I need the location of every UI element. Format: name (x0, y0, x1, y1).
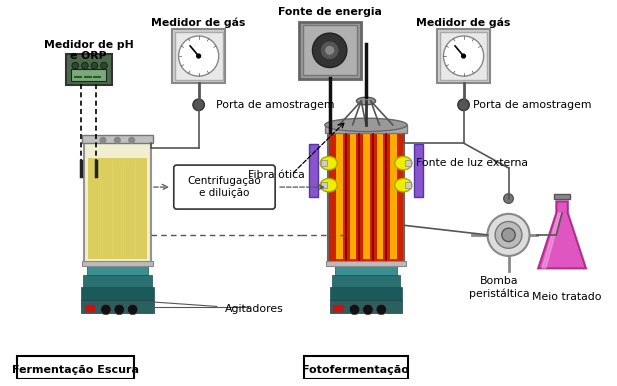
Circle shape (193, 99, 204, 110)
Circle shape (101, 62, 107, 69)
FancyBboxPatch shape (174, 165, 275, 209)
Circle shape (487, 214, 529, 256)
FancyBboxPatch shape (82, 261, 153, 266)
Circle shape (503, 194, 513, 203)
Text: Medidor de pH
e ORP: Medidor de pH e ORP (44, 39, 133, 61)
FancyBboxPatch shape (83, 275, 152, 288)
Circle shape (127, 304, 138, 315)
Circle shape (458, 99, 470, 110)
Text: Meio tratado: Meio tratado (532, 292, 602, 302)
Bar (85, 305, 94, 312)
Circle shape (197, 54, 201, 58)
Text: Fermentação Escura: Fermentação Escura (12, 365, 139, 375)
Text: Bomba
peristáltica: Bomba peristáltica (469, 276, 529, 299)
Circle shape (312, 33, 347, 68)
Text: Medidor de gás: Medidor de gás (151, 17, 246, 28)
Text: Centrifugação
e diluição: Centrifugação e diluição (188, 176, 262, 198)
FancyBboxPatch shape (321, 160, 327, 166)
Text: Fibra ótica: Fibra ótica (249, 169, 305, 179)
FancyBboxPatch shape (350, 134, 357, 259)
FancyBboxPatch shape (329, 288, 402, 300)
FancyBboxPatch shape (376, 134, 383, 259)
FancyBboxPatch shape (81, 288, 154, 300)
Circle shape (101, 304, 111, 315)
FancyBboxPatch shape (390, 134, 397, 259)
FancyBboxPatch shape (363, 134, 370, 259)
Circle shape (72, 62, 78, 69)
FancyBboxPatch shape (331, 275, 400, 288)
Text: Fotofermentação: Fotofermentação (302, 365, 409, 375)
Circle shape (376, 304, 387, 315)
Bar (334, 305, 343, 312)
FancyBboxPatch shape (328, 130, 404, 264)
Text: Fonte de luz externa: Fonte de luz externa (416, 158, 528, 168)
Circle shape (349, 304, 360, 315)
FancyBboxPatch shape (303, 25, 357, 75)
Text: Porta de amostragem: Porta de amostragem (473, 100, 592, 110)
Circle shape (363, 304, 373, 315)
Text: Porta de amostragem: Porta de amostragem (216, 100, 334, 110)
FancyBboxPatch shape (321, 182, 327, 188)
Circle shape (326, 46, 334, 54)
FancyBboxPatch shape (81, 300, 154, 313)
Ellipse shape (395, 156, 412, 170)
Ellipse shape (357, 97, 376, 105)
Circle shape (462, 54, 465, 58)
FancyBboxPatch shape (308, 144, 318, 196)
FancyBboxPatch shape (555, 194, 569, 198)
FancyBboxPatch shape (304, 356, 408, 379)
Ellipse shape (320, 156, 337, 170)
Circle shape (91, 62, 97, 69)
FancyBboxPatch shape (84, 139, 151, 264)
FancyBboxPatch shape (326, 261, 406, 266)
Circle shape (502, 228, 515, 242)
Circle shape (115, 137, 120, 143)
FancyBboxPatch shape (405, 182, 411, 188)
FancyBboxPatch shape (329, 300, 402, 313)
FancyBboxPatch shape (336, 264, 397, 275)
FancyBboxPatch shape (72, 69, 106, 81)
FancyBboxPatch shape (414, 144, 423, 196)
Circle shape (495, 222, 522, 248)
Circle shape (178, 36, 219, 76)
FancyBboxPatch shape (405, 160, 411, 166)
Text: Medidor de gás: Medidor de gás (416, 17, 511, 28)
FancyBboxPatch shape (437, 29, 491, 83)
FancyBboxPatch shape (88, 158, 147, 259)
FancyBboxPatch shape (172, 29, 225, 83)
Circle shape (320, 41, 339, 60)
FancyBboxPatch shape (87, 264, 148, 275)
FancyBboxPatch shape (336, 134, 343, 259)
FancyBboxPatch shape (82, 135, 153, 143)
FancyBboxPatch shape (65, 54, 112, 85)
FancyBboxPatch shape (17, 356, 134, 379)
FancyBboxPatch shape (299, 22, 361, 79)
Ellipse shape (320, 178, 337, 192)
Circle shape (444, 36, 484, 76)
FancyBboxPatch shape (440, 32, 487, 80)
Circle shape (114, 304, 125, 315)
Circle shape (100, 137, 106, 143)
Polygon shape (538, 201, 586, 268)
Circle shape (81, 62, 88, 69)
FancyBboxPatch shape (175, 32, 223, 80)
Circle shape (129, 137, 135, 143)
Polygon shape (542, 213, 561, 268)
FancyBboxPatch shape (325, 125, 407, 132)
Ellipse shape (325, 118, 407, 132)
Ellipse shape (395, 178, 412, 192)
Text: Agitadores: Agitadores (225, 305, 283, 315)
Text: Fonte de energia: Fonte de energia (278, 7, 381, 17)
